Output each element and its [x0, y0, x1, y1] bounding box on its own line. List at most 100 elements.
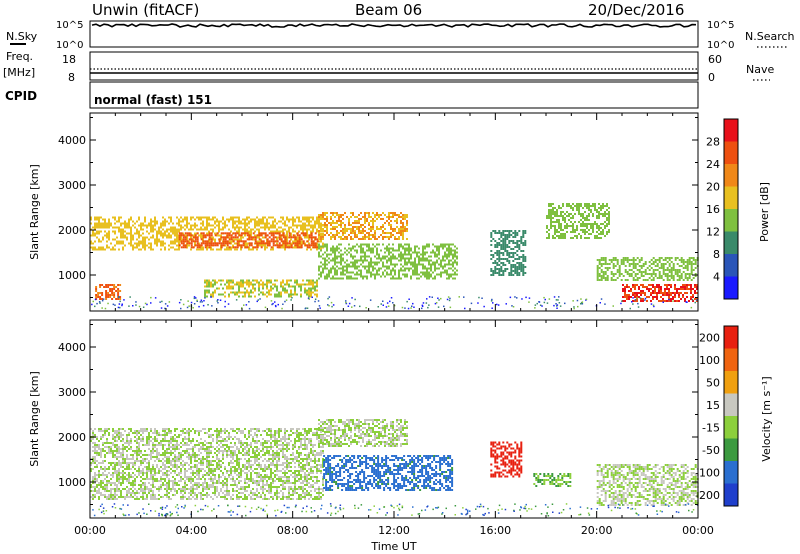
heatmap-cell — [660, 267, 663, 269]
heatmap-cell — [158, 460, 160, 462]
heatmap-cell — [252, 287, 254, 290]
heatmap-cell — [260, 222, 262, 225]
heatmap-cell — [282, 242, 285, 245]
heatmap-cell — [334, 255, 336, 258]
heatmap-cell — [606, 217, 608, 219]
heatmap-cell — [352, 265, 354, 268]
heatmap-cell — [438, 273, 440, 276]
heatmap-cell — [522, 258, 525, 260]
heatmap-cell — [570, 217, 572, 219]
heatmap-cell — [602, 203, 604, 205]
heatmap-cell — [107, 292, 110, 294]
heatmap-cell — [398, 259, 400, 262]
heatmap-cell — [154, 446, 156, 448]
heatmap-cell — [146, 226, 148, 229]
heatmap-cell — [314, 289, 316, 292]
heatmap-cell — [234, 242, 236, 245]
heatmap-cell — [316, 228, 318, 231]
heatmap-cell — [112, 456, 114, 458]
heatmap-cell — [562, 229, 564, 231]
heatmap-cell — [364, 212, 366, 214]
heatmap-cell — [556, 305, 558, 307]
heatmap-cell — [202, 246, 204, 249]
heatmap-cell — [146, 224, 148, 227]
heatmap-cell — [166, 458, 168, 460]
heatmap-cell — [100, 454, 102, 456]
heatmap-cell — [160, 234, 162, 237]
heatmap-cell — [160, 232, 162, 235]
heatmap-cell — [372, 269, 374, 272]
heatmap-cell — [142, 430, 144, 432]
heatmap-cell — [494, 270, 497, 272]
heatmap-cell — [144, 492, 146, 494]
heatmap-cell — [244, 218, 246, 221]
heatmap-cell — [438, 253, 440, 256]
heatmap-cell — [426, 271, 428, 274]
heatmap-cell — [522, 266, 525, 268]
heatmap-cell — [212, 224, 214, 227]
heatmap-cell — [684, 298, 686, 300]
heatmap-cell — [560, 211, 562, 213]
heatmap-cell — [170, 436, 172, 438]
heatmap-cell — [258, 283, 260, 286]
heatmap-cell — [250, 281, 252, 284]
heatmap-cell — [294, 246, 296, 249]
heatmap-cell — [116, 476, 118, 478]
heatmap-cell — [596, 231, 598, 233]
heatmap-cell — [230, 246, 232, 249]
date-label: 20/Dec/2016 — [588, 1, 684, 19]
heatmap-cell — [546, 302, 549, 304]
heatmap-cell — [228, 293, 230, 296]
heatmap-cell — [214, 234, 217, 237]
heatmap-cell — [96, 474, 98, 476]
heatmap-cell — [688, 263, 691, 265]
heatmap-cell — [262, 287, 264, 290]
heatmap-cell — [154, 242, 156, 245]
heatmap-cell — [538, 301, 540, 303]
heatmap-cell — [162, 458, 164, 460]
heatmap-cell — [132, 454, 134, 456]
heatmap-cell — [664, 269, 667, 271]
heatmap-cell — [124, 220, 126, 223]
heatmap-cell — [334, 263, 336, 266]
heatmap-cell — [388, 265, 390, 268]
heatmap-cell — [216, 232, 219, 235]
heatmap-cell — [598, 263, 601, 265]
heatmap-cell — [310, 232, 313, 235]
heatmap-cell — [180, 234, 183, 237]
heatmap-cell — [604, 273, 607, 275]
heatmap-cell — [186, 238, 188, 241]
heatmap-cell — [428, 267, 430, 270]
heatmap-cell — [262, 218, 264, 221]
heatmap-cell — [176, 248, 178, 251]
heatmap-cell — [632, 265, 635, 267]
heatmap-cell — [314, 232, 317, 235]
heatmap-cell — [308, 216, 310, 219]
heatmap-cell — [418, 257, 420, 260]
heatmap-cell — [130, 242, 132, 245]
heatmap-cell — [298, 220, 300, 223]
heatmap-cell — [414, 267, 416, 270]
heatmap-cell — [308, 220, 310, 223]
heatmap-cell — [170, 240, 172, 243]
heatmap-cell — [634, 275, 637, 277]
heatmap-cell — [102, 480, 104, 482]
heatmap-cell — [366, 212, 368, 214]
heatmap-cell — [444, 255, 446, 258]
heatmap-cell — [94, 482, 96, 484]
heatmap-cell — [276, 222, 278, 225]
heatmap-cell — [210, 238, 213, 241]
heatmap-cell — [320, 238, 322, 240]
y-tick-label: 2000 — [58, 224, 86, 237]
heatmap-cell — [158, 240, 160, 243]
heatmap-cell — [291, 297, 293, 299]
heatmap-cell — [428, 263, 430, 266]
heatmap-cell — [222, 216, 224, 219]
heatmap-cell — [160, 244, 162, 247]
heatmap-cell — [326, 243, 328, 246]
heatmap-cell — [294, 218, 296, 221]
heatmap-cell — [602, 223, 604, 225]
heatmap-cell — [108, 496, 110, 498]
heatmap-cell — [520, 266, 523, 268]
heatmap-cell — [162, 448, 164, 450]
